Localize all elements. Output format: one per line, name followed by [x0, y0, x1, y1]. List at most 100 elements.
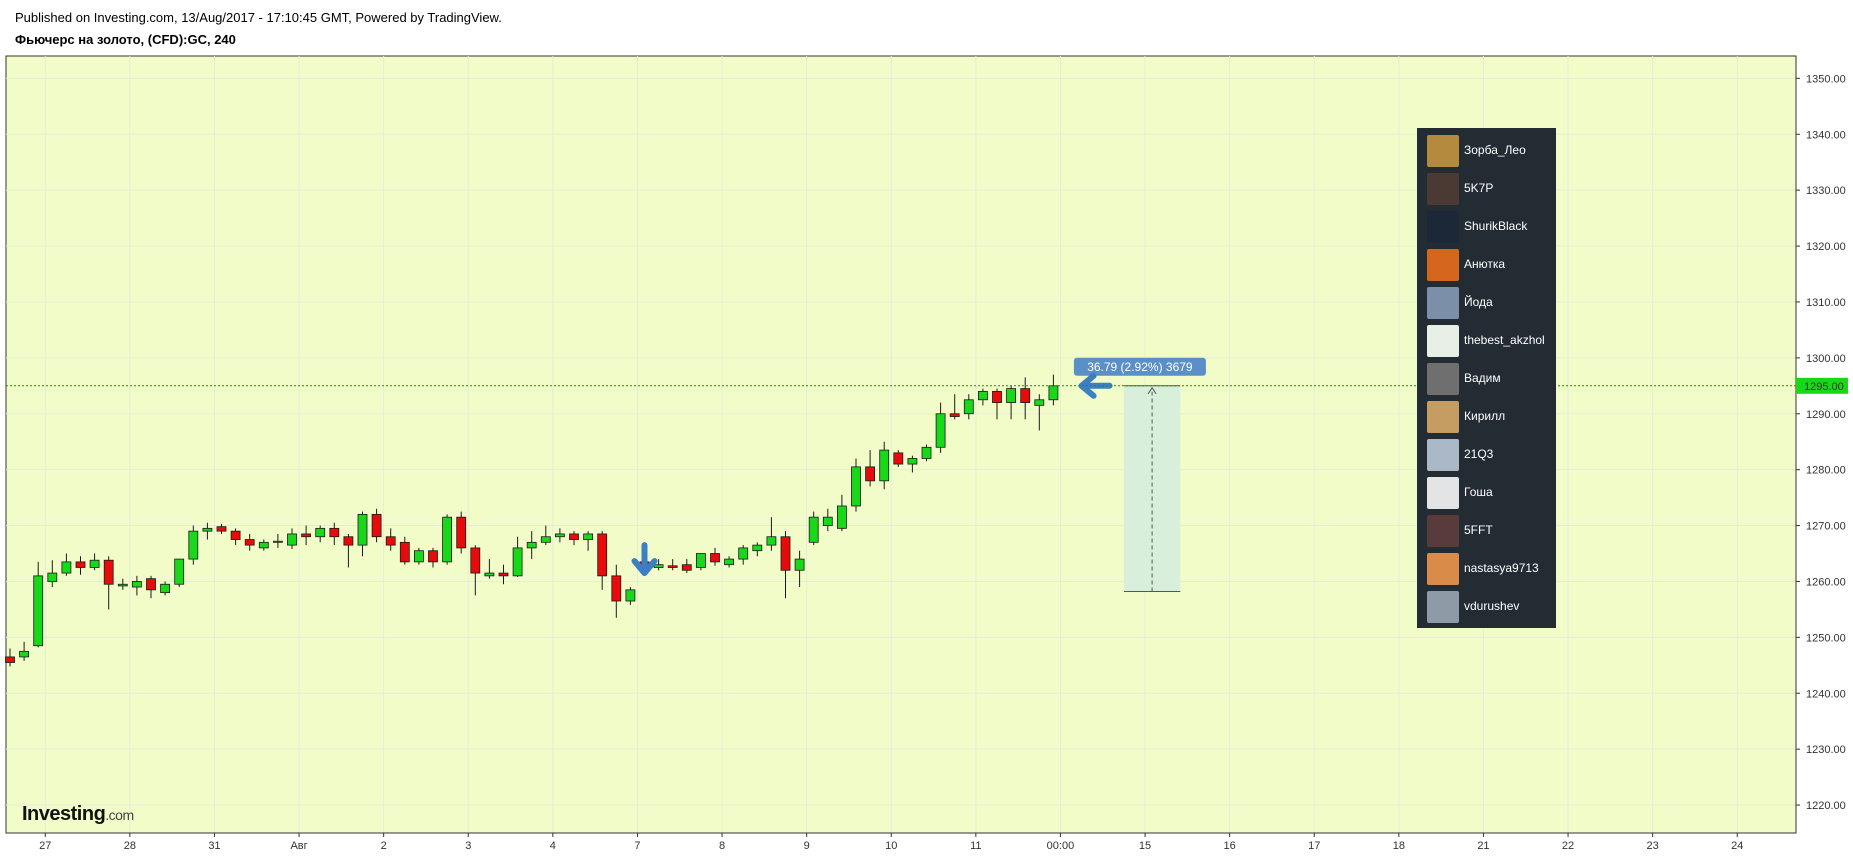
- candle-down: [893, 450, 904, 467]
- candle-body: [258, 541, 269, 549]
- viewer-item[interactable]: Йода: [1417, 284, 1556, 322]
- viewer-item[interactable]: 5K7P: [1417, 170, 1556, 208]
- viewer-item[interactable]: 21Q3: [1417, 436, 1556, 474]
- candle-body: [851, 466, 861, 507]
- time-tick-label: 24: [1731, 840, 1743, 852]
- candle-body: [625, 589, 636, 602]
- viewer-item[interactable]: ShurikBlack: [1417, 208, 1556, 246]
- measure-label-box: [1073, 357, 1206, 376]
- time-tick-label: 10: [885, 840, 897, 852]
- candle-body: [117, 583, 128, 587]
- price-axis[interactable]: 1350.00 1340.00 1330.00 1320.00 1310.00 1300.…: [1796, 73, 1846, 812]
- candle-down: [103, 556, 114, 610]
- candle-down: [470, 545, 481, 596]
- candle-up: [89, 553, 100, 571]
- current-price-badge: [1796, 377, 1848, 394]
- price-tick-label: 1220.00: [1806, 800, 1846, 812]
- time-tick-label: 23: [1647, 840, 1659, 852]
- viewer-name: Йода: [1464, 295, 1493, 309]
- price-tick-label: 1270.00: [1806, 521, 1846, 533]
- annotation-arrows: [631, 372, 1113, 577]
- candle-body: [470, 547, 481, 574]
- candle-up: [47, 560, 58, 588]
- candle-up: [879, 441, 890, 490]
- candle-up: [794, 550, 805, 588]
- candle-body: [428, 550, 438, 563]
- candle-body: [837, 505, 847, 529]
- candle-up: [160, 581, 171, 596]
- viewer-item[interactable]: Анютка: [1417, 246, 1556, 284]
- viewer-item[interactable]: Зорба_Лео: [1417, 132, 1556, 170]
- leopard-avatar: [1427, 135, 1459, 167]
- price-tick-label: 1300.00: [1806, 353, 1846, 365]
- candle-up: [808, 511, 819, 546]
- portrait-avatar: [1427, 173, 1459, 205]
- price-axis-background: [1796, 56, 1853, 833]
- candle-up: [442, 514, 453, 565]
- candle-down: [146, 575, 156, 599]
- viewer-item[interactable]: vdurushev: [1417, 588, 1556, 626]
- time-axis[interactable]: 27 28 31 Авг 2 3 4 7 8 9 10 11 00:00 15 16 17 18 21 22 23 24: [39, 833, 1743, 852]
- time-tick-label: 21: [1477, 840, 1489, 852]
- candles: [5, 374, 1059, 667]
- candle-down: [301, 525, 312, 546]
- candle-body: [879, 449, 890, 482]
- candle-body: [569, 533, 579, 540]
- viewer-item[interactable]: nastasya9713: [1417, 550, 1556, 588]
- candle-body: [61, 561, 72, 574]
- price-tick-label: 1230.00: [1806, 744, 1846, 756]
- candle-body: [696, 553, 706, 568]
- candle-down: [216, 523, 227, 534]
- candle-up: [822, 508, 833, 532]
- candle-down: [456, 511, 467, 554]
- viewer-name: 5FFT: [1464, 523, 1493, 537]
- cat-face-avatar: [1427, 401, 1459, 433]
- candle-down: [1020, 377, 1031, 420]
- candle-down: [865, 450, 875, 487]
- candle-body: [752, 544, 763, 552]
- candle-body: [597, 533, 608, 577]
- time-tick-label: 2: [381, 840, 387, 852]
- candle-body: [89, 559, 100, 568]
- candle-body: [1048, 385, 1059, 401]
- candle-body: [103, 559, 114, 585]
- time-tick-label: 22: [1562, 840, 1574, 852]
- candle-body: [724, 558, 734, 566]
- candle-up: [921, 444, 932, 462]
- candle-up: [131, 575, 142, 596]
- candle-up: [357, 511, 368, 557]
- candle-body: [287, 533, 297, 546]
- viewer-item[interactable]: Вадим: [1417, 360, 1556, 398]
- portrait-avatar: [1427, 515, 1459, 547]
- candle-body: [413, 550, 424, 563]
- dark-avatar: [1427, 211, 1459, 243]
- candle-down: [329, 522, 340, 546]
- candle-up: [258, 539, 269, 551]
- viewer-item[interactable]: thebest_akzhol: [1417, 322, 1556, 360]
- candle-body: [244, 539, 255, 546]
- price-range-measure: 36.79 (2.92%) 3679: [1073, 357, 1206, 593]
- viewer-item[interactable]: Кирилл: [1417, 398, 1556, 436]
- candle-body: [442, 516, 453, 563]
- candle-body: [188, 530, 199, 560]
- candle-body: [315, 527, 326, 538]
- candle-up: [540, 525, 551, 546]
- viewer-item[interactable]: Гоша: [1417, 474, 1556, 512]
- viewer-name: vdurushev: [1464, 599, 1520, 613]
- viewer-name: Гоша: [1464, 485, 1493, 499]
- candle-down: [597, 531, 608, 590]
- candle-body: [766, 536, 777, 546]
- candle-down: [5, 648, 15, 667]
- measure-arrowhead: [1147, 386, 1157, 395]
- candle-up: [837, 494, 847, 532]
- candle-down: [385, 528, 396, 551]
- viewer-item[interactable]: 5FFT: [1417, 512, 1556, 550]
- time-tick-label: 31: [208, 840, 220, 852]
- candle-down: [780, 531, 791, 599]
- candle-down: [611, 564, 622, 618]
- candle-up: [33, 561, 44, 648]
- price-tick-label: 1330.00: [1806, 185, 1846, 197]
- current-price-label: 1295.00: [1804, 381, 1844, 393]
- candle-up: [272, 533, 283, 548]
